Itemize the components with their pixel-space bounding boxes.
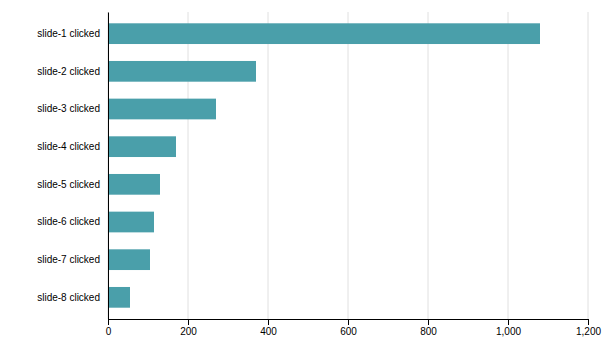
bar (108, 61, 256, 82)
y-tick-label: slide-6 clicked (37, 216, 100, 227)
x-tick-label: 0 (106, 326, 112, 337)
x-tick-mark (348, 319, 349, 325)
x-tick: 600 (340, 319, 357, 337)
y-tick: slide-6 clicked (37, 216, 108, 227)
y-tick-label: slide-1 clicked (37, 28, 100, 39)
bar (108, 23, 540, 44)
grid-line (348, 12, 349, 319)
x-tick-mark (428, 319, 429, 325)
x-tick-label: 1,200 (576, 326, 601, 337)
chart-svg: 02004006008001,0001,200slide-1 clickedsl… (0, 0, 612, 349)
x-tick: 0 (106, 319, 112, 337)
chart-container: 02004006008001,0001,200slide-1 clickedsl… (0, 0, 612, 349)
x-tick-label: 200 (180, 326, 197, 337)
x-tick: 400 (260, 319, 277, 337)
x-tick-label: 800 (420, 326, 437, 337)
grid-line (188, 12, 189, 319)
y-tick: slide-8 clicked (37, 292, 108, 303)
bar (108, 212, 154, 233)
y-axis: slide-1 clicked slide-2 clicked slide-3 cl… (37, 13, 108, 320)
bar (108, 99, 216, 120)
x-tick-mark (188, 319, 189, 325)
y-tick: slide-3 clicked (37, 103, 108, 114)
grid-line (588, 12, 589, 319)
y-tick-label: slide-8 clicked (37, 292, 100, 303)
bars (108, 23, 540, 307)
y-tick-label: slide-4 clicked (37, 141, 100, 152)
y-tick: slide-1 clicked (37, 28, 108, 39)
y-tick: slide-2 clicked (37, 66, 108, 77)
bar (108, 287, 130, 308)
y-tick-label: slide-3 clicked (37, 103, 100, 114)
x-tick: 200 (180, 319, 197, 337)
grid (108, 12, 588, 319)
plot-area: 02004006008001,0001,200slide-1 clickedsl… (37, 12, 601, 337)
x-tick-label: 600 (340, 326, 357, 337)
x-tick-label: 1,000 (496, 326, 521, 337)
bar (108, 136, 176, 157)
x-tick-label: 400 (260, 326, 277, 337)
bar (108, 174, 160, 195)
x-tick-mark (268, 319, 269, 325)
x-axis-line (109, 320, 589, 326)
x-tick-mark (588, 319, 589, 325)
x-tick-mark (108, 319, 109, 325)
grid-line (268, 12, 269, 319)
y-axis-line (108, 13, 109, 320)
y-tick: slide-5 clicked (37, 179, 108, 190)
y-tick-label: slide-5 clicked (37, 179, 100, 190)
x-tick: 800 (420, 319, 437, 337)
x-axis: 0 200 400 600 800 1,000 1,200 (106, 319, 602, 337)
grid-line (108, 12, 109, 319)
x-tick-mark (508, 319, 509, 325)
grid-line (508, 12, 509, 319)
y-tick: slide-4 clicked (37, 141, 108, 152)
x-tick: 1,000 (496, 319, 521, 337)
y-tick-label: slide-2 clicked (37, 66, 100, 77)
y-tick-label: slide-7 clicked (37, 254, 100, 265)
grid-line (428, 12, 429, 319)
y-tick: slide-7 clicked (37, 254, 108, 265)
x-tick: 1,200 (576, 319, 601, 337)
bar (108, 249, 150, 270)
